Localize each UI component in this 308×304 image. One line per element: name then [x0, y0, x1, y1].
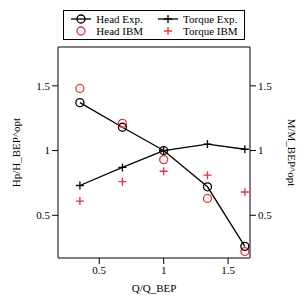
svg-text:1.5: 1.5 — [258, 80, 272, 92]
html-text:Head Exp.: Head Exp. — [96, 13, 143, 25]
svg-text:1.5: 1.5 — [221, 264, 235, 276]
svg-text:1: 1 — [161, 264, 167, 276]
svg-text:1: 1 — [45, 144, 51, 156]
svg-text:Hp/H_BEP^opt: Hp/H_BEP^opt — [10, 118, 22, 187]
svg-text:M/M_BEP^opt: M/M_BEP^opt — [286, 119, 298, 187]
html-text:Torque Exp.: Torque Exp. — [183, 13, 238, 25]
svg-text:1.5: 1.5 — [36, 80, 50, 92]
svg-text:0.5: 0.5 — [36, 209, 50, 221]
svg-text:1: 1 — [258, 144, 264, 156]
svg-text:Q/Q_BEP: Q/Q_BEP — [132, 282, 177, 294]
svg-text:0.5: 0.5 — [258, 209, 272, 221]
svg-text:0.5: 0.5 — [92, 264, 106, 276]
html-text:Torque IBM: Torque IBM — [183, 25, 238, 37]
html-text:Head IBM: Head IBM — [96, 25, 144, 37]
